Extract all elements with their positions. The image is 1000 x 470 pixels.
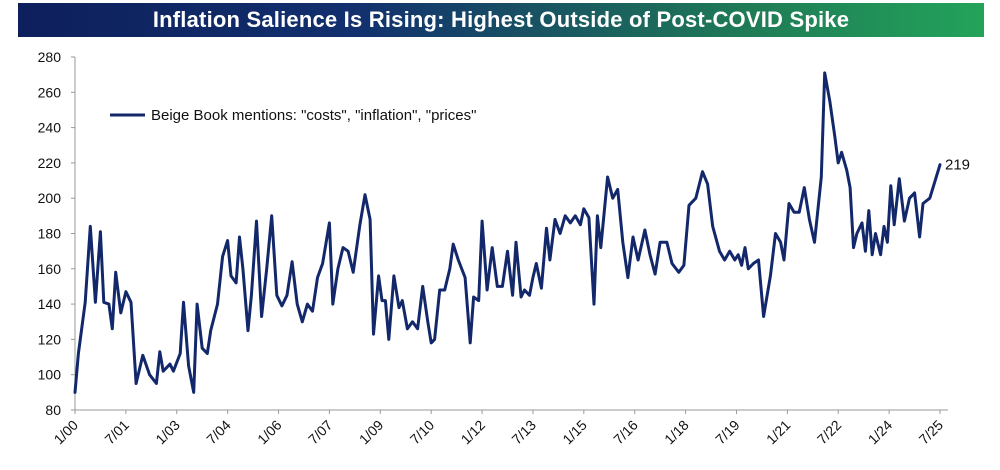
x-tick-label: 1/18 <box>661 417 692 448</box>
x-tick-label: 7/19 <box>712 417 743 448</box>
plot-area: 219 <box>73 71 970 394</box>
x-tick-label: 7/01 <box>101 417 132 448</box>
series-end-label: 219 <box>945 157 970 174</box>
legend: Beige Book mentions: "costs", "inflation… <box>110 107 476 124</box>
x-tick-label: 1/15 <box>559 417 590 448</box>
x-tick-label: 7/22 <box>814 417 845 448</box>
x-tick-label: 7/16 <box>610 417 641 448</box>
y-tick-label: 100 <box>38 367 62 383</box>
x-tick-label: 1/06 <box>254 417 285 448</box>
y-tick-label: 260 <box>38 84 62 100</box>
x-tick-label: 7/04 <box>203 417 234 448</box>
legend-label: Beige Book mentions: "costs", "inflation… <box>151 107 476 124</box>
x-tick-label: 1/12 <box>458 417 489 448</box>
x-tick-label: 1/00 <box>51 417 82 448</box>
y-tick-label: 280 <box>38 49 62 65</box>
y-tick-label: 220 <box>38 155 62 171</box>
chart-title-banner: Inflation Salience Is Rising: Highest Ou… <box>18 3 984 37</box>
x-tick-label: 1/24 <box>865 417 896 448</box>
y-tick-label: 180 <box>38 226 62 242</box>
x-tick-label: 1/21 <box>763 417 794 448</box>
y-tick-label: 140 <box>38 296 62 312</box>
x-tick-label: 1/03 <box>152 417 183 448</box>
y-tick-label: 160 <box>38 261 62 277</box>
series-line <box>73 71 942 394</box>
y-tick-label: 200 <box>38 190 62 206</box>
x-tick-label: 7/25 <box>916 417 947 448</box>
x-tick-label: 7/07 <box>305 417 336 448</box>
x-tick-label: 7/10 <box>407 417 438 448</box>
y-tick-label: 240 <box>38 120 62 136</box>
y-tick-label: 120 <box>38 331 62 347</box>
x-tick-label: 1/09 <box>356 417 387 448</box>
x-tick-label: 7/13 <box>508 417 539 448</box>
chart-title: Inflation Salience Is Rising: Highest Ou… <box>152 7 850 32</box>
y-tick-label: 80 <box>45 402 61 418</box>
